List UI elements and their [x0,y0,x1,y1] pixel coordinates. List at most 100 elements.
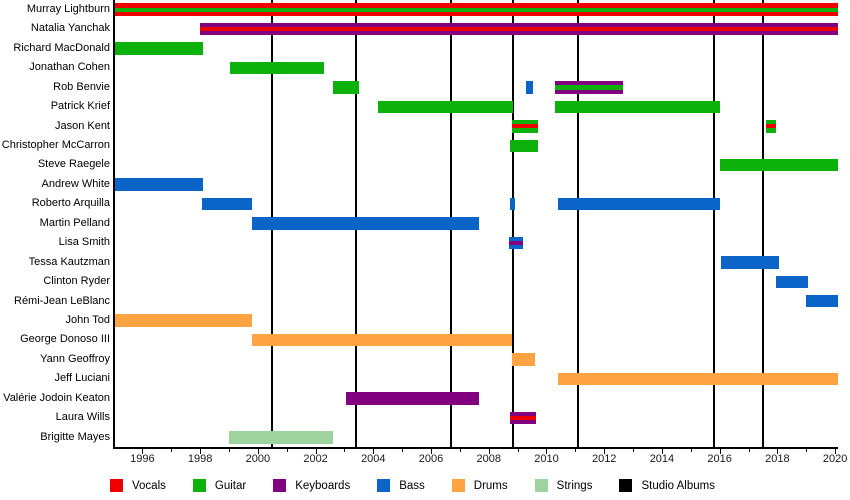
member-label: Tessa Kautzman [28,255,110,268]
member-label: Natalia Yanchak [30,22,110,35]
legend-label: Drums [473,479,508,492]
member-label: Rémi-Jean LeBlanc [14,294,110,307]
axis-tick-label: 2008 [476,453,501,465]
axis-tick-label: 2004 [361,453,386,465]
axis-tick [257,448,259,454]
member-labels-column: Murray Lightburn Natalia Yanchak Richard M… [0,0,110,447]
timeline-bar [511,120,538,133]
axis-tick [661,448,663,454]
axis-tick-label: 2018 [765,453,790,465]
member-label: Jason Kent [54,119,110,132]
member-label: Richard MacDonald [13,41,110,54]
legend-label: Vocals [132,479,166,492]
axis-tick [488,448,490,454]
bar-secondary-role-stripe [200,27,838,32]
axis-tick [402,448,404,452]
member-label: Murray Lightburn [26,3,110,15]
member-label: Patrick Krief [50,100,110,113]
axis-tick-label: 2014 [649,453,675,465]
axis-tick [719,448,721,454]
member-label: Rob Benvie [53,80,110,93]
legend-item-keyboards: Keyboards [273,479,350,492]
legend-item-albums: Studio Albums [619,479,715,492]
axis-tick-label: 2000 [245,453,271,465]
member-label: Steve Raegele [37,158,110,171]
album-line [512,0,515,447]
plot-area: 1996 1998 2000 2002 2004 2006 2008 2010 2012 2014… [113,0,847,465]
legend-item-vocals: Vocals [110,479,166,492]
timeline-bar [252,217,479,230]
timeline-bar [511,353,535,366]
axis-tick [431,448,433,454]
timeline-bar [510,139,538,152]
axis-tick-label: 2010 [534,453,559,465]
member-label: Laura Wills [55,411,110,424]
timeline-bar [252,333,512,347]
timeline-bar [345,392,479,405]
axis-tick [604,448,606,454]
member-label: Jeff Luciani [54,372,110,385]
legend-swatch-albums [619,479,633,492]
timeline-bar [230,61,325,75]
timeline-bar [555,81,623,94]
axis-tick [229,448,230,452]
timeline-bar [558,372,838,386]
legend-swatch-bass [377,479,391,492]
timeline-bar [377,100,514,114]
bar-secondary-role-stripe [115,7,838,12]
member-label: Andrew White [41,177,110,190]
timeline-bar [510,197,515,211]
legend-label: Studio Albums [641,479,715,492]
legend-item-guitar: Guitar [192,479,246,492]
legend-swatch-guitar [192,479,206,492]
member-label: Yann Geoffroy [40,352,110,365]
axis-tick [777,448,779,454]
member-label: Clinton Ryder [43,275,110,288]
axis-tick-label: 2006 [418,453,444,465]
member-label: Valérie Jodoin Keaton [3,391,110,404]
axis-tick [200,448,202,454]
bar-secondary-role-stripe [555,85,623,90]
member-label: Lisa Smith [58,236,110,249]
bar-secondary-role-stripe [510,415,537,420]
axis-tick [344,448,346,452]
axis-tick [459,448,461,452]
member-label: Martin Pelland [39,216,110,229]
member-label: Brigitte Mayes [40,430,110,443]
legend: Vocals Guitar Keyboards Bass Drums Strings Stu… [110,479,715,492]
axis-tick [806,448,808,452]
timeline-bar [806,294,838,308]
axis-tick [575,448,577,452]
member-label: Christopher McCarron [1,139,110,152]
axis-tick [748,448,750,452]
timeline-bar [558,197,720,211]
plot-left-border [113,0,115,447]
timeline-bar [115,3,838,16]
axis-tick-label: 1998 [187,453,213,465]
member-label: John Tod [65,313,110,326]
timeline-bar [332,81,359,94]
axis-tick [633,448,635,452]
axis-tick [373,448,375,454]
legend-item-bass: Bass [377,479,425,492]
axis-tick-label: 2016 [707,453,732,465]
axis-tick [690,448,692,452]
timeline-bar [115,42,204,55]
axis-tick [315,448,317,454]
timeline-bar [508,236,524,250]
axis-tick [835,448,837,454]
axis-tick [546,448,548,454]
timeline-bar [115,314,253,327]
timeline-bar [721,256,779,269]
member-label: George Donoso III [20,333,110,346]
timeline-bar [115,178,204,191]
axis-tick-label: 1996 [130,453,155,465]
axis-tick-label: 2020 [822,453,848,465]
timeline-bar [719,158,838,172]
axis-tick [517,448,519,452]
timeline-bar [555,100,720,114]
legend-item-drums: Drums [451,479,508,492]
album-line [577,0,580,447]
axis-tick-label: 2002 [303,453,328,465]
